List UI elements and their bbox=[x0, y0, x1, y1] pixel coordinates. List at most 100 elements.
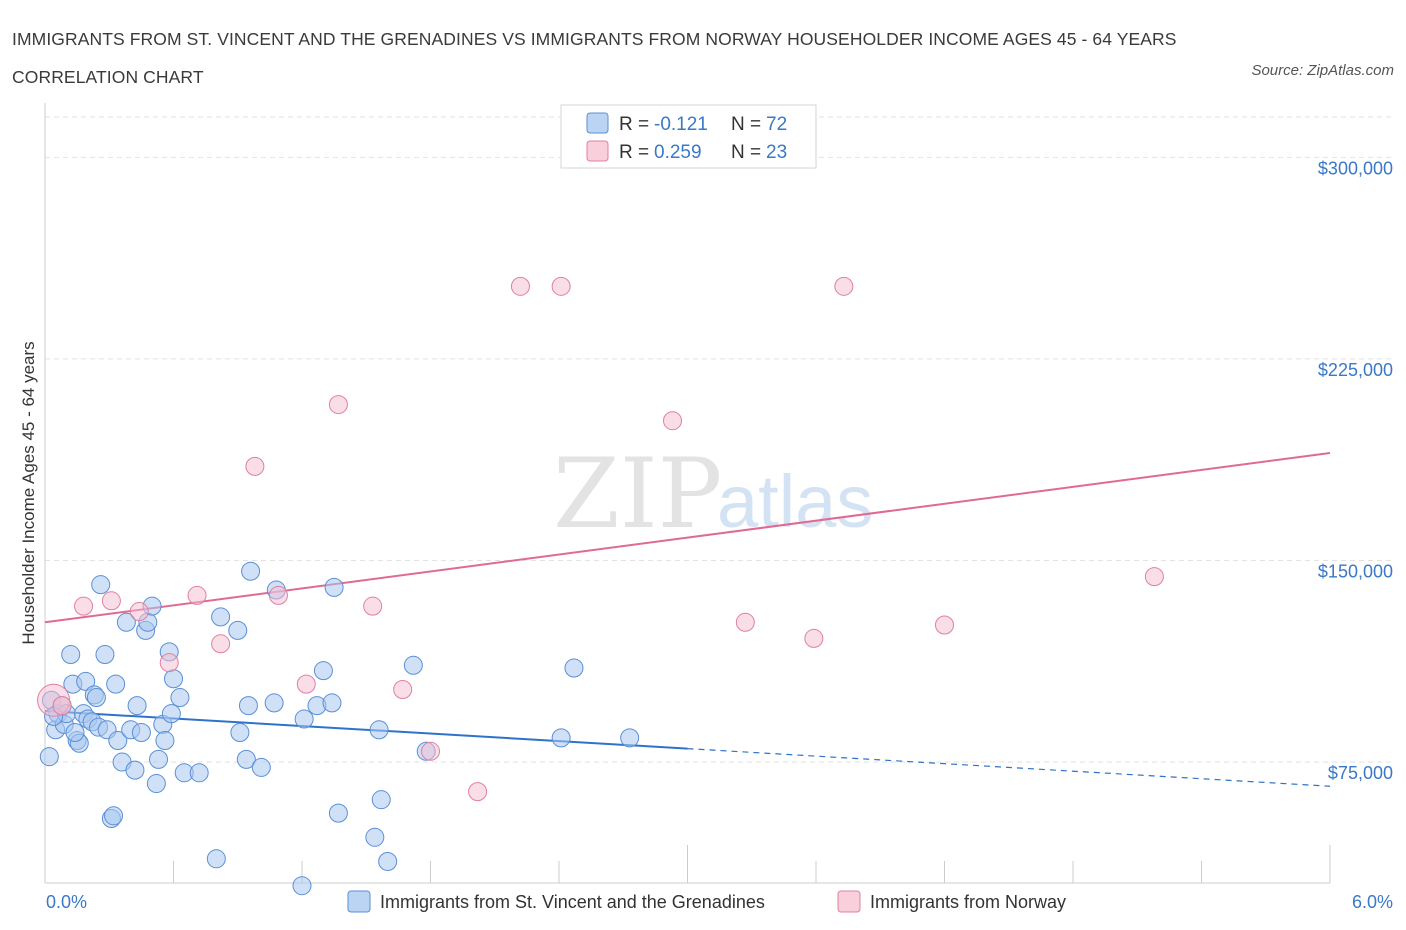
data-point-pink bbox=[421, 741, 440, 761]
data-point-blue bbox=[149, 749, 169, 769]
data-point-blue bbox=[61, 645, 81, 665]
series-pink-points bbox=[37, 276, 1164, 802]
data-point-pink bbox=[363, 596, 383, 616]
trend-line-pink bbox=[44, 451, 1331, 624]
stats-legend: R = -0.121 N = 72 R = 0.259 N = 23 bbox=[560, 104, 817, 169]
data-point-blue bbox=[155, 731, 175, 751]
data-point-blue bbox=[146, 774, 166, 794]
bottom-legend: Immigrants from St. Vincent and the Gren… bbox=[347, 890, 1066, 913]
trend-line-blue bbox=[44, 709, 688, 750]
data-point-pink bbox=[268, 585, 288, 605]
data-point-blue bbox=[378, 851, 398, 871]
data-point-blue bbox=[551, 728, 571, 748]
stats-swatch-blue bbox=[586, 112, 609, 134]
data-point-blue bbox=[170, 688, 190, 708]
data-point-blue bbox=[251, 757, 271, 777]
x-tick-label-min: 0.0% bbox=[46, 892, 87, 912]
data-point-pink bbox=[129, 602, 149, 622]
chart-title: IMMIGRANTS FROM ST. VINCENT AND THE GREN… bbox=[12, 29, 1177, 87]
stats-r-label-2: R = bbox=[619, 142, 649, 163]
chart-source: Source: ZipAtlas.com bbox=[1251, 62, 1394, 79]
data-point-blue bbox=[365, 827, 385, 847]
data-point-pink bbox=[663, 411, 683, 431]
data-point-blue bbox=[236, 749, 256, 769]
legend-swatch-pink bbox=[837, 890, 861, 913]
x-tick-labels: 0.0% 6.0% bbox=[46, 892, 1393, 912]
data-point-pink bbox=[74, 596, 94, 616]
data-point-pink bbox=[187, 585, 207, 605]
data-point-blue bbox=[164, 669, 183, 689]
data-point-blue bbox=[292, 876, 312, 896]
data-point-blue bbox=[127, 696, 147, 716]
stats-r-value-1: -0.121 bbox=[654, 114, 708, 135]
trend-line-blue-projected bbox=[687, 748, 1331, 787]
data-point-pink bbox=[551, 276, 571, 296]
y-tick-labels: $75,000 $150,000 $225,000 $300,000 bbox=[1318, 158, 1393, 783]
data-point-pink bbox=[735, 612, 755, 632]
watermark-atlas: atlas bbox=[717, 460, 873, 543]
trend-lines bbox=[44, 451, 1331, 787]
data-point-pink bbox=[296, 674, 316, 694]
data-point-blue bbox=[403, 655, 423, 675]
y-tick-label: $225,000 bbox=[1318, 360, 1393, 380]
watermark: ZIP atlas bbox=[553, 438, 873, 550]
data-point-blue bbox=[91, 575, 111, 595]
data-point-blue bbox=[371, 790, 391, 810]
data-point-pink bbox=[834, 276, 854, 296]
watermark-zip: ZIP bbox=[553, 438, 722, 550]
data-point-blue bbox=[125, 760, 145, 780]
data-point-blue bbox=[369, 720, 389, 740]
stats-n-value-2: 23 bbox=[766, 142, 787, 163]
data-point-blue bbox=[206, 849, 226, 869]
data-point-blue bbox=[116, 612, 136, 632]
data-point-blue bbox=[189, 763, 209, 783]
data-point-blue bbox=[76, 671, 96, 691]
stats-swatch-pink bbox=[586, 140, 609, 162]
data-point-pink bbox=[468, 782, 488, 802]
data-point-pink bbox=[804, 628, 824, 648]
data-point-pink bbox=[935, 615, 954, 635]
legend-swatch-blue bbox=[347, 890, 371, 913]
data-point-blue bbox=[86, 688, 106, 708]
legend-label-blue: Immigrants from St. Vincent and the Gren… bbox=[380, 892, 765, 912]
data-point-blue bbox=[328, 803, 348, 823]
data-point-pink bbox=[159, 653, 179, 673]
data-point-pink bbox=[393, 679, 413, 699]
stats-n-label-1: N = bbox=[731, 114, 761, 135]
data-point-blue bbox=[106, 674, 126, 694]
data-point-blue bbox=[238, 696, 258, 716]
data-point-blue bbox=[324, 577, 344, 597]
data-point-blue bbox=[211, 607, 231, 627]
data-point-blue bbox=[564, 658, 584, 678]
data-point-pink bbox=[328, 395, 348, 415]
data-point-blue bbox=[322, 693, 342, 713]
data-point-pink bbox=[1144, 567, 1164, 587]
data-point-pink bbox=[101, 591, 121, 611]
data-point-blue bbox=[620, 728, 640, 748]
data-point-blue bbox=[65, 722, 85, 742]
series-blue-points bbox=[39, 561, 640, 896]
stats-r-value-2: 0.259 bbox=[654, 142, 702, 163]
legend-label-pink: Immigrants from Norway bbox=[870, 892, 1066, 912]
data-point-blue bbox=[313, 661, 333, 681]
data-point-blue bbox=[228, 620, 248, 640]
data-point-blue bbox=[264, 693, 284, 713]
data-point-blue bbox=[241, 561, 261, 581]
data-point-pink bbox=[211, 634, 231, 654]
y-tick-label: $75,000 bbox=[1328, 763, 1393, 783]
y-tick-label: $150,000 bbox=[1318, 561, 1393, 581]
data-point-blue bbox=[294, 709, 314, 729]
y-axis-label: Householder Income Ages 45 - 64 years bbox=[19, 341, 38, 644]
x-tick-label-max: 6.0% bbox=[1352, 892, 1393, 912]
data-point-pink bbox=[510, 276, 530, 296]
stats-n-value-1: 72 bbox=[766, 114, 787, 135]
data-point-pink bbox=[245, 456, 265, 476]
data-point-blue bbox=[131, 722, 151, 742]
data-point-pink bbox=[52, 696, 72, 716]
data-point-blue bbox=[95, 645, 115, 665]
data-point-blue bbox=[39, 747, 59, 767]
data-point-blue bbox=[161, 704, 181, 724]
data-point-blue bbox=[108, 731, 128, 751]
data-point-blue bbox=[230, 722, 250, 742]
